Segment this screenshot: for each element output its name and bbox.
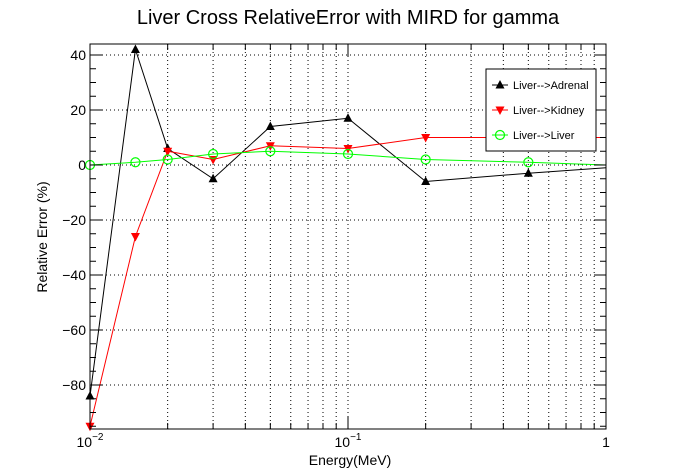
series-1 xyxy=(85,134,606,432)
data-point xyxy=(207,148,219,160)
y-tick-label: −20 xyxy=(62,212,86,228)
legend-entry: Liver-->Kidney xyxy=(492,105,585,117)
data-point xyxy=(420,154,431,165)
x-tick-label: 1 xyxy=(602,434,610,450)
series-line xyxy=(89,150,607,166)
y-tick-label: 0 xyxy=(78,157,86,173)
data-point xyxy=(494,129,506,141)
y-tick-label: −80 xyxy=(62,377,86,393)
chart-title: Liver Cross RelativeError with MIRD for … xyxy=(137,7,560,29)
data-point xyxy=(162,154,173,165)
data-point xyxy=(523,157,534,168)
data-point xyxy=(421,176,431,185)
x-tick-label: 10−2 xyxy=(77,432,104,450)
data-point xyxy=(163,147,173,157)
legend-label: Liver-->Liver xyxy=(513,130,575,142)
data-point xyxy=(265,146,276,157)
data-point xyxy=(495,106,505,115)
data-point xyxy=(495,80,505,89)
y-tick-label: −40 xyxy=(62,267,86,283)
data-point xyxy=(130,157,141,168)
data-point xyxy=(343,113,353,122)
x-tick-label: 10−1 xyxy=(335,432,362,450)
legend-label: Liver-->Kidney xyxy=(513,105,585,117)
legend: Liver-->Adrenal Liver-->Kidney Liver-->Liv… xyxy=(485,68,597,152)
data-point xyxy=(265,121,275,130)
ticks: −80 −60 −40 −20 0 20 40 10−2 10−1 1 xyxy=(62,44,610,450)
data-point xyxy=(421,134,431,143)
data-point xyxy=(523,168,533,177)
series-2 xyxy=(84,146,607,171)
data-point xyxy=(130,44,140,53)
legend-label: Liver-->Adrenal xyxy=(513,80,589,92)
y-axis-label: Relative Error (%) xyxy=(34,181,50,292)
legend-entry: Liver-->Adrenal xyxy=(492,80,589,92)
data-point xyxy=(342,148,354,160)
legend-entry: Liver-->Liver xyxy=(492,129,575,142)
y-tick-label: 20 xyxy=(70,102,86,118)
y-tick-label: 40 xyxy=(70,47,86,63)
data-point xyxy=(130,233,140,242)
data-point xyxy=(208,173,218,183)
y-tick-label: −60 xyxy=(62,322,86,338)
x-axis-label: Energy(MeV) xyxy=(309,452,391,468)
